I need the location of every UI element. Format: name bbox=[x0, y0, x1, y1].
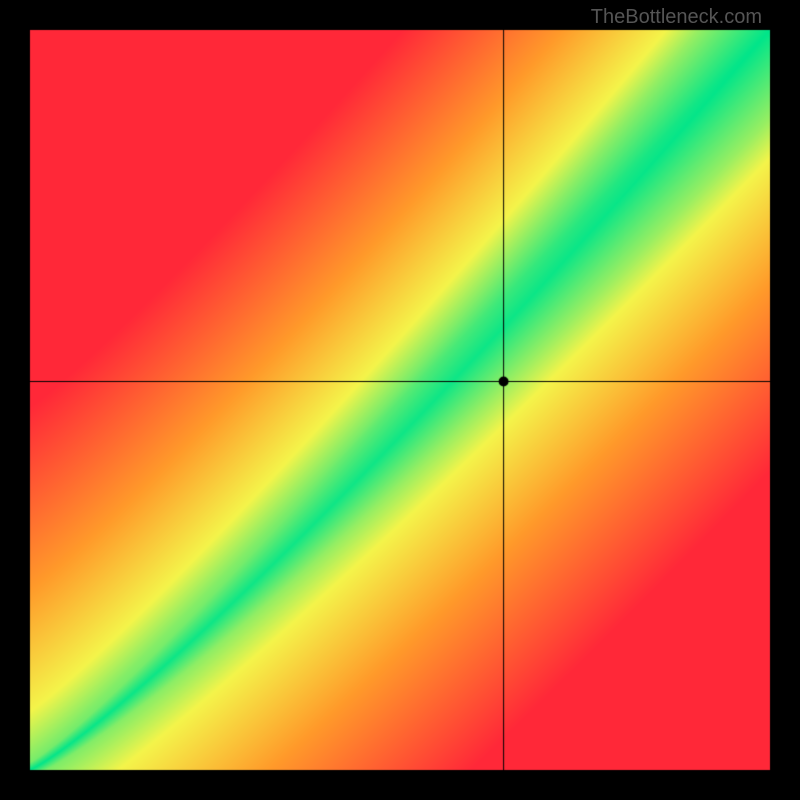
heatmap-canvas bbox=[0, 0, 800, 800]
chart-container: TheBottleneck.com bbox=[0, 0, 800, 800]
watermark-text: TheBottleneck.com bbox=[591, 6, 762, 29]
